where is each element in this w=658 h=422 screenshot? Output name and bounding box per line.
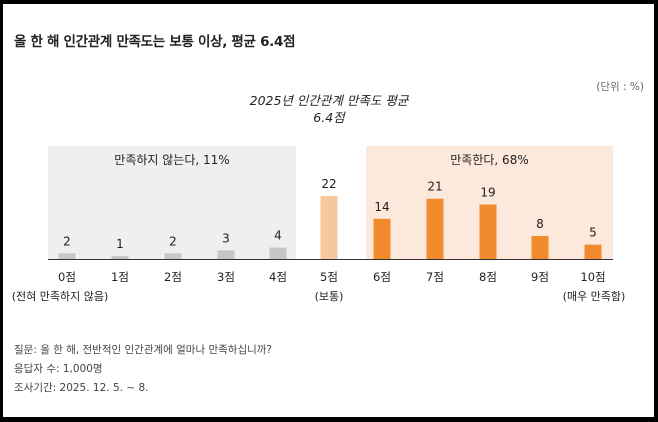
survey-period: 조사기간: 2025. 12. 5. ~ 8. [14,382,149,394]
bar-value-label-4: 4 [274,229,282,243]
frame-border-top [0,0,658,4]
bar-value-label-3: 3 [222,231,230,245]
bar-8 [479,204,497,259]
bar-value-label-2: 2 [169,234,177,248]
x-tick-label-1: 1점 [111,270,129,284]
unsatisfied-group-label: 만족하지 않는다, 11% [114,153,229,167]
x-tick-label-6: 6점 [373,270,391,284]
bar-5 [320,195,338,259]
bar-value-label-1: 1 [116,237,124,251]
unsatisfied-group-panel [48,146,296,259]
x-tick-note-0: (전혀 만족하지 않음) [12,289,109,303]
x-tick-note-5: (보통) [315,290,344,303]
bar-10 [584,244,602,259]
satisfied-group-label: 만족한다, 68% [450,153,528,167]
bar-1 [111,256,129,259]
x-tick-note-10: (매우 만족함) [563,290,626,303]
page-title: 올 한 해 인간관계 만족도는 보통 이상, 평균 6.4점 [14,34,296,50]
respondent-count: 응답자 수: 1,000명 [14,363,103,375]
bar-value-label-7: 21 [427,180,442,194]
frame-border-bottom [0,417,658,422]
bar-6 [373,218,391,259]
bar-9 [531,236,549,259]
x-tick-label-0: 0점 [58,270,76,284]
chart-title: 2025년 인간관계 만족도 평균 [249,93,409,108]
frame-border-right [654,0,658,422]
bar-value-label-9: 8 [536,217,544,231]
unit-label: (단위 : %) [596,81,644,93]
bar-value-label-0: 2 [63,234,71,248]
survey-question: 질문: 올 한 해, 전반적인 인간관계에 얼마나 만족하십니까? [14,344,272,356]
bar-0 [58,253,76,259]
footer-notes: 질문: 올 한 해, 전반적인 인간관계에 얼마나 만족하십니까? 응답자 수:… [14,341,272,398]
frame-border-left [0,0,3,422]
bar-value-label-10: 5 [589,226,597,240]
bar-2 [164,253,182,259]
chart-subtitle: 6.4점 [313,110,345,125]
x-tick-label-10: 10점 [580,270,605,284]
x-tick-label-7: 7점 [426,270,444,284]
bar-3 [217,250,235,259]
x-tick-label-3: 3점 [217,270,235,284]
x-tick-label-4: 4점 [269,270,287,284]
bar-4 [269,247,287,259]
x-tick-label-5: 5점 [320,270,338,284]
chart-title-block: 2025년 인간관계 만족도 평균 6.4점 [0,92,658,126]
x-tick-label-2: 2점 [164,270,182,284]
bar-value-label-8: 19 [480,185,495,199]
x-tick-label-8: 8점 [479,270,497,284]
bar-value-label-5: 22 [321,177,336,191]
bar-value-label-6: 14 [374,200,389,214]
bar-7 [426,198,444,259]
x-tick-label-9: 9점 [531,270,549,284]
